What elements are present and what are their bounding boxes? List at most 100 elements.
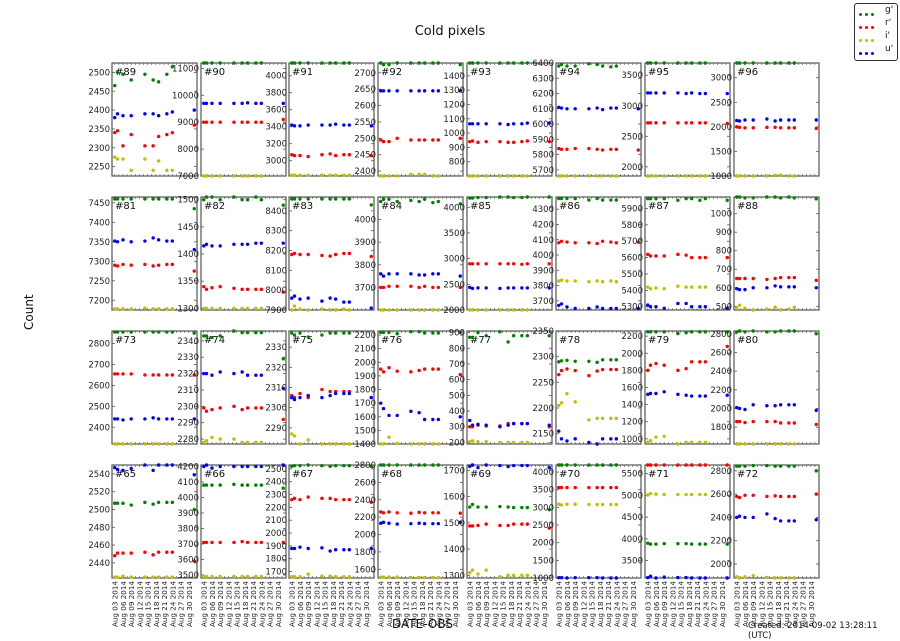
svg-text:#85: #85 (470, 201, 491, 212)
svg-text:Aug 03 2014: Aug 03 2014 (644, 581, 653, 627)
svg-text:Aug 18 2014: Aug 18 2014 (418, 581, 427, 627)
svg-text:4000: 4000 (265, 72, 287, 82)
svg-text:#80: #80 (737, 335, 758, 346)
panel-86: 3700 3800 3900 4000 4100 4200 4300 #86 (532, 196, 642, 311)
panel-93: 800 900 1000 1100 1200 1300 1400 #93 (443, 61, 553, 178)
svg-text:3200: 3200 (265, 140, 287, 150)
svg-text:Aug 03 2014: Aug 03 2014 (377, 581, 386, 627)
svg-text:Aug 18 2014: Aug 18 2014 (685, 581, 694, 627)
svg-text:2500: 2500 (88, 505, 110, 515)
panel-79: 1000 1200 1400 1600 1800 2000 2200 #79 (621, 330, 731, 446)
svg-text:800: 800 (449, 344, 465, 354)
svg-text:2150: 2150 (532, 430, 554, 440)
svg-text:2700: 2700 (354, 69, 376, 79)
svg-text:2000: 2000 (710, 123, 732, 133)
svg-text:Aug 18 2014: Aug 18 2014 (507, 581, 516, 627)
svg-text:900: 900 (716, 228, 732, 238)
panel-82: 1300 1350 1400 1450 1500 #82 (177, 195, 287, 314)
svg-text:3800: 3800 (354, 261, 376, 271)
svg-text:1000: 1000 (710, 172, 732, 182)
svg-text:8400: 8400 (265, 207, 287, 217)
svg-text:1500: 1500 (443, 519, 465, 529)
r-marker-icon (859, 22, 877, 32)
svg-text:600: 600 (716, 284, 732, 294)
svg-text:2600: 2600 (710, 348, 732, 358)
legend-item-g: g' (855, 5, 897, 18)
svg-text:Aug 27 2014: Aug 27 2014 (266, 581, 275, 627)
svg-text:Aug 12 2014: Aug 12 2014 (401, 581, 410, 627)
svg-text:4000: 4000 (443, 203, 465, 213)
svg-text:2330: 2330 (265, 343, 287, 353)
svg-text:2500: 2500 (621, 132, 643, 142)
svg-text:2500: 2500 (710, 98, 732, 108)
svg-text:Aug 15 2014: Aug 15 2014 (766, 581, 775, 627)
svg-text:#65: #65 (115, 469, 136, 480)
svg-text:6300: 6300 (532, 74, 554, 84)
svg-text:5500: 5500 (621, 270, 643, 280)
svg-text:2330: 2330 (177, 353, 199, 363)
svg-text:2320: 2320 (177, 370, 199, 380)
svg-text:2000: 2000 (710, 405, 732, 415)
svg-text:Aug 06 2014: Aug 06 2014 (741, 581, 750, 627)
svg-text:6000: 6000 (532, 120, 554, 130)
svg-text:3900: 3900 (177, 509, 199, 519)
svg-text:Aug 27 2014: Aug 27 2014 (354, 581, 363, 627)
svg-text:2540: 2540 (88, 470, 110, 480)
panel-78: 2150 2200 2250 2300 2350 #78 (532, 327, 642, 446)
svg-text:Aug 06 2014: Aug 06 2014 (296, 581, 305, 627)
svg-text:Aug 06 2014: Aug 06 2014 (208, 581, 217, 627)
svg-text:3800: 3800 (532, 282, 554, 292)
svg-text:4000: 4000 (532, 468, 554, 478)
svg-text:2500: 2500 (265, 465, 287, 475)
svg-text:1000: 1000 (621, 435, 643, 445)
svg-text:600: 600 (449, 376, 465, 386)
panel-84: 3700 3800 3900 4000 #84 (354, 196, 464, 312)
svg-text:4000: 4000 (532, 251, 554, 261)
svg-text:Aug 30 2014: Aug 30 2014 (807, 581, 816, 627)
svg-text:2500: 2500 (88, 68, 110, 78)
svg-text:#76: #76 (381, 335, 402, 346)
svg-text:2340: 2340 (177, 337, 199, 347)
figure-title: Cold pixels (414, 24, 486, 39)
svg-text:2310: 2310 (177, 386, 199, 396)
svg-text:#96: #96 (737, 67, 758, 78)
svg-text:5900: 5900 (621, 204, 643, 214)
svg-text:700: 700 (449, 360, 465, 370)
panel-76: 1400 1500 1600 1700 1800 1900 2000 2100 2200 #76 (354, 329, 464, 450)
svg-text:4300: 4300 (532, 205, 554, 215)
svg-text:Aug 21 2014: Aug 21 2014 (782, 581, 791, 627)
svg-text:Aug 03 2014: Aug 03 2014 (288, 581, 297, 627)
svg-text:1800: 1800 (265, 555, 287, 565)
svg-text:5500: 5500 (621, 470, 643, 480)
svg-text:2600: 2600 (354, 478, 376, 488)
svg-text:2500: 2500 (532, 521, 554, 531)
svg-text:1000: 1000 (532, 574, 554, 584)
svg-text:1200: 1200 (443, 100, 465, 110)
svg-text:4100: 4100 (532, 236, 554, 246)
panel-68: 1600 1800 2000 2200 2400 2600 2800 #68 Aug 03 20… (354, 461, 464, 627)
panel-66: 3500 3600 3700 3800 3900 4000 4100 4200 #66 Aug 0… (177, 463, 287, 627)
svg-text:Aug 30 2014: Aug 30 2014 (185, 581, 194, 627)
svg-text:Aug 12 2014: Aug 12 2014 (757, 581, 766, 627)
svg-text:#67: #67 (292, 469, 313, 480)
svg-text:3500: 3500 (621, 557, 643, 567)
svg-text:1300: 1300 (443, 86, 465, 96)
svg-text:Aug 21 2014: Aug 21 2014 (604, 581, 613, 627)
svg-text:#82: #82 (204, 201, 225, 212)
panel-75: 2290 2300 2310 2320 2330 #75 (265, 330, 375, 446)
svg-text:Aug 15 2014: Aug 15 2014 (321, 581, 330, 627)
svg-text:4200: 4200 (177, 463, 199, 473)
svg-text:#70: #70 (559, 469, 580, 480)
svg-text:#88: #88 (737, 201, 758, 212)
svg-text:#73: #73 (115, 335, 136, 346)
svg-text:3000: 3000 (710, 74, 732, 84)
svg-text:6100: 6100 (532, 105, 554, 115)
svg-text:1300: 1300 (177, 304, 199, 314)
g-marker-icon (859, 9, 877, 19)
svg-text:#86: #86 (559, 201, 580, 212)
svg-text:Aug 27 2014: Aug 27 2014 (532, 581, 541, 627)
svg-text:Aug 15 2014: Aug 15 2014 (677, 581, 686, 627)
svg-text:#94: #94 (559, 67, 580, 78)
svg-text:2100: 2100 (265, 516, 287, 526)
